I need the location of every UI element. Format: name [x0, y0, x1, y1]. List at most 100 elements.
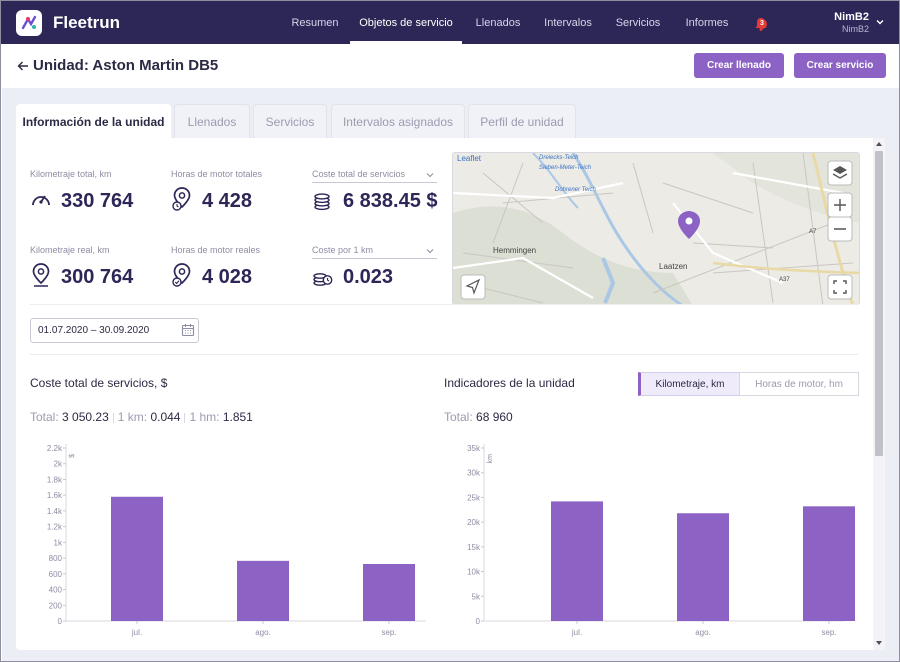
fleetrun-logo-icon[interactable]	[16, 10, 42, 36]
create-fill-button[interactable]: Crear llenado	[694, 53, 784, 78]
nav-label: Informes	[685, 16, 729, 29]
tab-perfil-de-unidad[interactable]: Perfil de unidad	[468, 104, 576, 138]
y-tick-label: 30k	[467, 469, 481, 478]
map-label: Dreiecks-Teich	[539, 155, 579, 161]
coins-clock-icon	[313, 273, 333, 286]
y-tick-label: 5k	[472, 592, 481, 601]
scroll-up-arrow-icon[interactable]	[875, 140, 883, 148]
date-range-input[interactable]: 01.07.2020 – 30.09.2020	[30, 318, 199, 343]
total-label: Total:	[30, 410, 59, 424]
y-tick-label: 400	[49, 586, 63, 595]
map-label: Hemmingen	[493, 246, 536, 255]
y-tick-label: 1k	[54, 538, 63, 547]
location-pin-icon	[32, 263, 50, 287]
x-tick-label: sep.	[381, 628, 396, 637]
stat-select-total-service-cost[interactable]: Coste total de servicios	[312, 169, 437, 183]
date-range-value: 01.07.2020 – 30.09.2020	[38, 325, 150, 336]
y-tick-label: 200	[49, 601, 63, 610]
zoom-in-icon[interactable]	[827, 192, 853, 218]
divider	[30, 354, 858, 355]
x-tick-label: ago.	[255, 628, 271, 637]
locate-icon[interactable]	[460, 274, 486, 300]
nav-item-intervalos[interactable]: Intervalos	[537, 1, 599, 44]
y-tick-label: 2.2k	[47, 444, 63, 453]
scroll-down-arrow-icon[interactable]	[875, 639, 883, 647]
y-tick-label: 600	[49, 570, 63, 579]
stat-value-real-engine-hours: 4 028	[202, 266, 253, 288]
y-tick-label: 0	[476, 617, 481, 626]
map-label: Laatzen	[659, 262, 687, 271]
y-tick-label: 10k	[467, 568, 481, 577]
tab-intervalos-asignados[interactable]: Intervalos asignados	[331, 104, 465, 138]
user-account: NimB2	[841, 24, 869, 34]
unit-bar-chart: km 0 5k 10k 15k 20k 25k 30k 35k jul. ago. sep.	[467, 444, 855, 637]
back-arrow-icon[interactable]	[16, 59, 30, 73]
stat-label-real-mileage: Kilometraje real, km	[30, 245, 110, 255]
engine-hours-toggle-button[interactable]: Horas de motor, hm	[739, 372, 859, 396]
per-hm-label: 1 hm:	[189, 410, 220, 424]
brand-name: Fleetrun	[53, 13, 121, 32]
chevron-down-icon[interactable]	[875, 17, 885, 27]
scrollbar-thumb[interactable]	[875, 151, 883, 456]
stat-label-real-engine-hours: Horas de motor reales	[171, 245, 261, 255]
y-axis-unit-label: km	[487, 454, 494, 464]
zoom-out-icon[interactable]	[827, 216, 853, 242]
y-tick-label: 35k	[467, 444, 481, 453]
top-navigation-bar: Fleetrun Resumen Objetos de servicio Lle…	[1, 1, 899, 44]
map-label: Sieben-Meter-Teich	[539, 165, 592, 171]
divider	[30, 304, 858, 305]
unit-chart-totals: Total: 68 960	[444, 410, 513, 424]
cost-chart-totals: Total: 3 050.23 1 km: 0.044 1 hm: 1.851	[30, 410, 253, 424]
total-value: 3 050.23	[62, 410, 109, 424]
chevron-down-icon[interactable]	[426, 247, 434, 255]
total-label: Total:	[444, 410, 473, 424]
y-tick-label: 25k	[467, 493, 481, 502]
per-hm-value: 1.851	[222, 410, 253, 424]
page-title: Unidad: Aston Martin DB5	[33, 57, 219, 74]
create-service-button[interactable]: Crear servicio	[794, 53, 886, 78]
layers-icon[interactable]	[827, 160, 853, 186]
x-tick-label: ago.	[695, 628, 711, 637]
tab-informacion-de-la-unidad[interactable]: Información de la unidad	[16, 104, 171, 139]
bar-sep	[803, 506, 855, 621]
stat-label-total-engine-hours: Horas de motor totales	[171, 169, 263, 179]
total-value: 68 960	[476, 410, 513, 424]
stat-label-total-mileage: Kilometraje total, km	[30, 169, 112, 179]
bar-sep	[363, 563, 415, 621]
unit-info-panel: Kilometraje total, km 330 764 Horas de m…	[16, 138, 885, 650]
nav-label: Objetos de servicio	[359, 16, 453, 29]
nav-item-servicios[interactable]: Servicios	[608, 1, 668, 44]
speedometer-icon	[32, 195, 50, 206]
stat-select-cost-per-km[interactable]: Coste por 1 km	[312, 245, 437, 259]
user-name[interactable]: NimB2	[834, 11, 869, 23]
mileage-toggle-button[interactable]: Kilometraje, km	[638, 372, 739, 396]
fullscreen-icon[interactable]	[827, 274, 853, 300]
map-attribution[interactable]: Leaflet	[457, 154, 482, 163]
stat-value-total-mileage: 330 764	[61, 190, 134, 212]
unit-location-map[interactable]: Leaflet Dreiecks-Teich Sieben-Meter-Teic…	[452, 152, 860, 305]
nav-label: Llenados	[475, 16, 521, 29]
map-tiles[interactable]: Leaflet Dreiecks-Teich Sieben-Meter-Teic…	[453, 153, 860, 305]
y-tick-label: 15k	[467, 543, 481, 552]
bar-ago	[237, 560, 289, 621]
y-tick-label: 1.6k	[47, 491, 63, 500]
y-tick-label: 800	[49, 554, 63, 563]
stat-value-total-engine-hours: 4 428	[202, 190, 253, 212]
tab-label: Llenados	[187, 114, 237, 129]
nav-item-informes[interactable]: Informes	[678, 1, 736, 44]
nav-item-resumen[interactable]: Resumen	[283, 1, 347, 44]
tab-servicios[interactable]: Servicios	[253, 104, 327, 138]
nav-label: Resumen	[291, 16, 339, 29]
tab-label: Intervalos asignados	[342, 114, 454, 129]
nav-item-objetos-de-servicio[interactable]: Objetos de servicio	[350, 1, 462, 44]
chevron-down-icon[interactable]	[426, 171, 434, 179]
stat-value-real-mileage: 300 764	[61, 266, 134, 288]
y-tick-label: 2k	[54, 460, 63, 469]
nav-item-llenados[interactable]: Llenados	[468, 1, 528, 44]
y-tick-label: 0	[58, 617, 63, 626]
tab-label: Información de la unidad	[22, 115, 165, 129]
tab-llenados[interactable]: Llenados	[174, 104, 250, 138]
calendar-icon[interactable]	[181, 323, 195, 337]
tab-label: Servicios	[265, 114, 315, 129]
y-tick-label: 20k	[467, 518, 481, 527]
